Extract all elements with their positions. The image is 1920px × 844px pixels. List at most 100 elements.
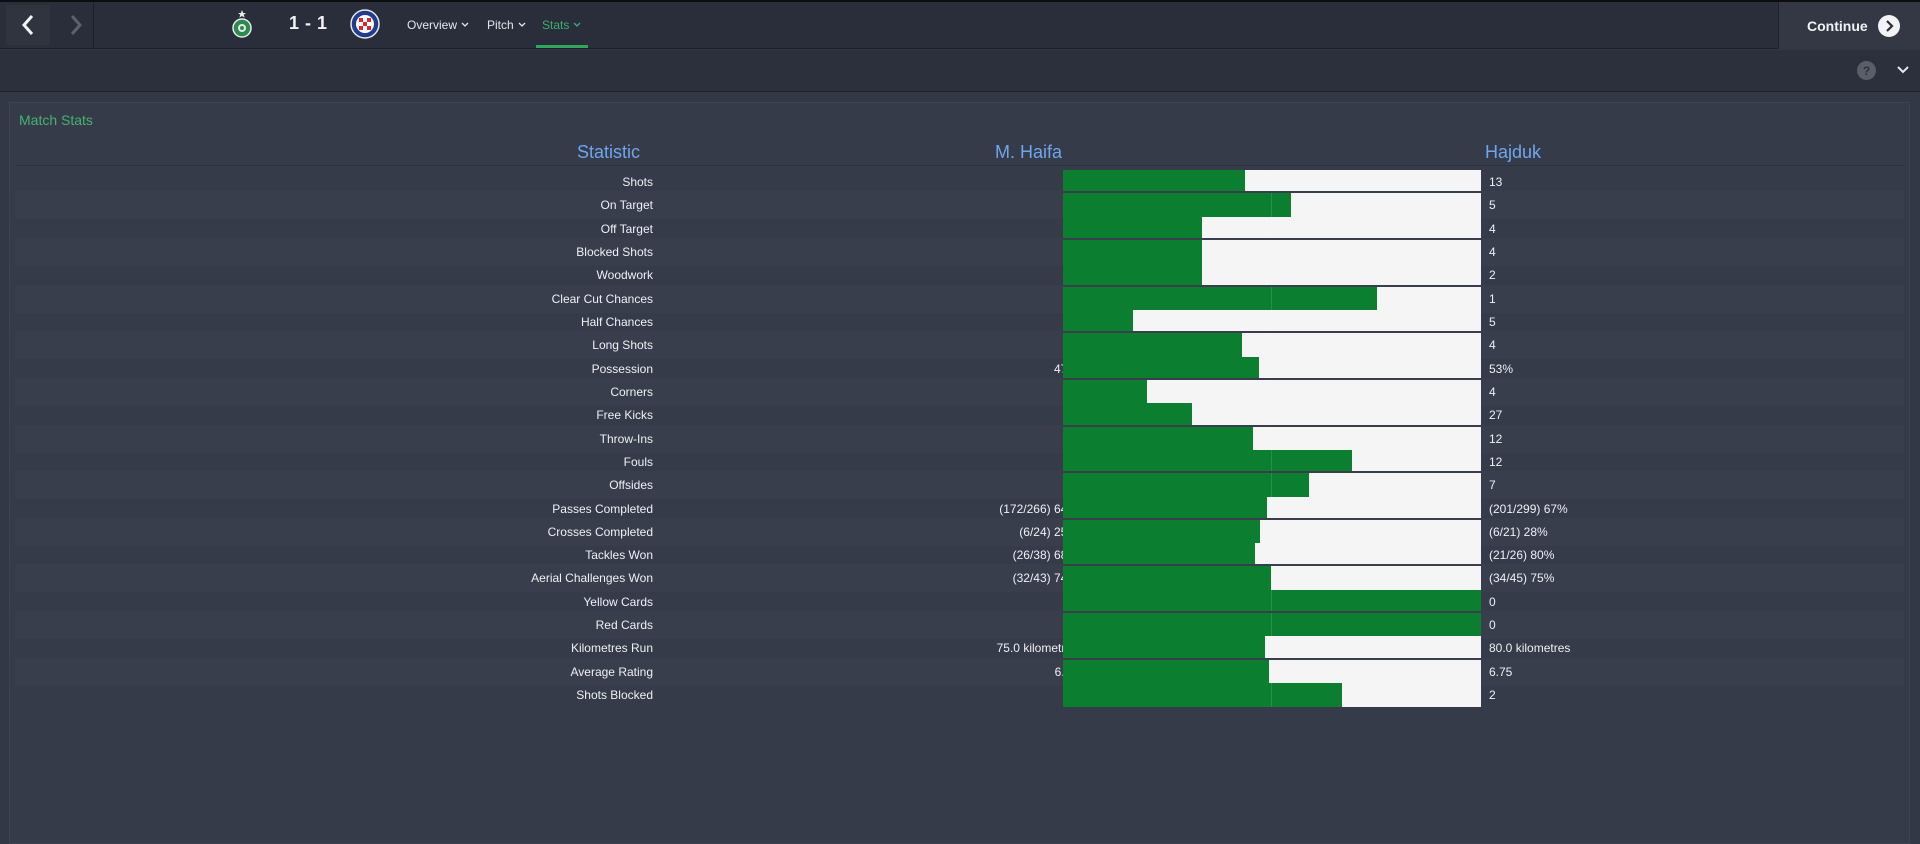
back-button[interactable] (6, 5, 50, 45)
stat-row: Possession47%53% (15, 355, 1904, 383)
away-value: 0 (1489, 618, 1496, 633)
bar-midline (1271, 193, 1272, 218)
stat-label: Woodwork (596, 268, 653, 283)
tab-stats[interactable]: Stats (542, 17, 581, 33)
tab-stats-label: Stats (542, 18, 570, 32)
collapse-chevron-icon[interactable] (1896, 64, 1910, 76)
bar-midline (1271, 403, 1272, 428)
home-share-fill (1063, 426, 1253, 451)
away-team-crest[interactable] (350, 9, 380, 39)
bar-midline (1271, 589, 1272, 614)
stat-row: Woodwork12 (15, 261, 1904, 289)
chevron-right-icon (70, 15, 83, 35)
stat-label: Corners (610, 384, 653, 399)
comparison-bar (1063, 659, 1481, 684)
bar-midline (1271, 356, 1272, 381)
column-header-home-team[interactable]: M. Haifa (994, 142, 1062, 162)
comparison-bar (1063, 543, 1481, 568)
stat-label: On Target (600, 198, 653, 213)
stat-label: Passes Completed (552, 501, 653, 516)
home-share-fill (1063, 496, 1267, 521)
away-value: 2 (1489, 688, 1496, 702)
bar-midline (1271, 170, 1272, 194)
chevron-down-icon (461, 22, 469, 27)
comparison-bar (1063, 379, 1481, 404)
bar-midline (1271, 659, 1272, 684)
home-share-fill (1063, 216, 1202, 241)
chevron-down-icon (573, 22, 581, 27)
chevron-down-icon (518, 22, 526, 27)
away-value: 27 (1489, 408, 1503, 423)
top-bar: 1 - 1 Overview Pitch Stats Continue (0, 0, 1920, 49)
home-share-fill (1063, 589, 1481, 614)
home-share-fill (1063, 193, 1291, 218)
home-share-fill (1063, 659, 1269, 684)
home-share-fill (1063, 309, 1133, 334)
home-value: (26/38) 68% (1012, 548, 1078, 563)
home-value: (172/266) 64% (999, 501, 1078, 516)
bar-midline (1271, 216, 1272, 241)
stat-row: Aerial Challenges Won (32/43) 74% (34/45) … (15, 564, 1904, 593)
tab-overview[interactable]: Overview (407, 17, 469, 33)
stat-label: Free Kicks (596, 408, 653, 423)
stat-row: Shots1013 (15, 168, 1904, 196)
comparison-bar (1063, 636, 1481, 661)
away-value: 4 (1489, 384, 1496, 399)
stat-label: Throw-Ins (599, 431, 653, 446)
column-header-statistic[interactable]: Statistic (576, 142, 640, 162)
comparison-bar (1063, 566, 1481, 591)
home-share-fill (1063, 636, 1265, 661)
forward-button[interactable] (54, 5, 98, 45)
column-header-away-team[interactable]: Hajduk (1485, 142, 1542, 162)
stat-label: Blocked Shots (576, 245, 653, 259)
bar-midline (1271, 566, 1272, 591)
tab-pitch[interactable]: Pitch (487, 17, 526, 33)
home-share-fill (1063, 403, 1192, 428)
bar-midline (1271, 683, 1272, 707)
away-value: 5 (1489, 314, 1496, 329)
stat-row: Fouls2712 (15, 448, 1904, 476)
stat-label: Crosses Completed (547, 524, 653, 539)
arrow-right-circle-icon (1877, 14, 1900, 37)
stat-row: Half Chances15 (15, 308, 1904, 336)
comparison-bar (1063, 263, 1481, 288)
stat-label: Half Chances (580, 314, 653, 329)
comparison-bar (1063, 496, 1481, 521)
stat-label: Fouls (623, 454, 653, 469)
comparison-bar (1063, 333, 1481, 358)
home-share-fill (1063, 263, 1202, 288)
stat-label: Average Rating (570, 664, 654, 679)
home-share-fill (1063, 170, 1245, 194)
home-share-fill (1063, 566, 1271, 591)
stat-row: Corners14 (15, 377, 1904, 406)
help-icon[interactable]: ? (1857, 61, 1876, 80)
bar-midline (1271, 613, 1272, 638)
continue-label: Continue (1807, 17, 1868, 34)
away-value: 5 (1489, 198, 1496, 213)
header-divider (15, 165, 1904, 166)
home-team-crest[interactable] (227, 9, 257, 39)
stat-label: Long Shots (592, 338, 653, 353)
bar-midline (1271, 473, 1272, 498)
stat-label: Red Cards (595, 618, 653, 633)
stat-label: Clear Cut Chances (551, 291, 653, 306)
away-value: 1 (1489, 291, 1496, 306)
home-share-fill (1063, 333, 1242, 358)
tab-overview-label: Overview (407, 18, 458, 32)
stat-label: Aerial Challenges Won (531, 571, 653, 586)
home-share-fill (1063, 379, 1147, 404)
bar-midline (1271, 543, 1272, 568)
stat-row: Passes Completed (172/266) 64% (201/299) 6… (15, 495, 1904, 523)
home-share-fill (1063, 519, 1260, 544)
stat-row: Throw-Ins1012 (15, 424, 1904, 453)
comparison-bar (1063, 519, 1481, 544)
home-share-fill (1063, 449, 1352, 474)
comparison-bar (1063, 193, 1481, 218)
continue-button[interactable]: Continue (1778, 2, 1920, 49)
away-value: 7 (1489, 478, 1496, 493)
home-value: (32/43) 74% (1012, 571, 1078, 586)
bar-midline (1271, 240, 1272, 264)
comparison-bar (1063, 449, 1481, 474)
away-value: 4 (1489, 338, 1496, 353)
comparison-bar (1063, 309, 1481, 334)
